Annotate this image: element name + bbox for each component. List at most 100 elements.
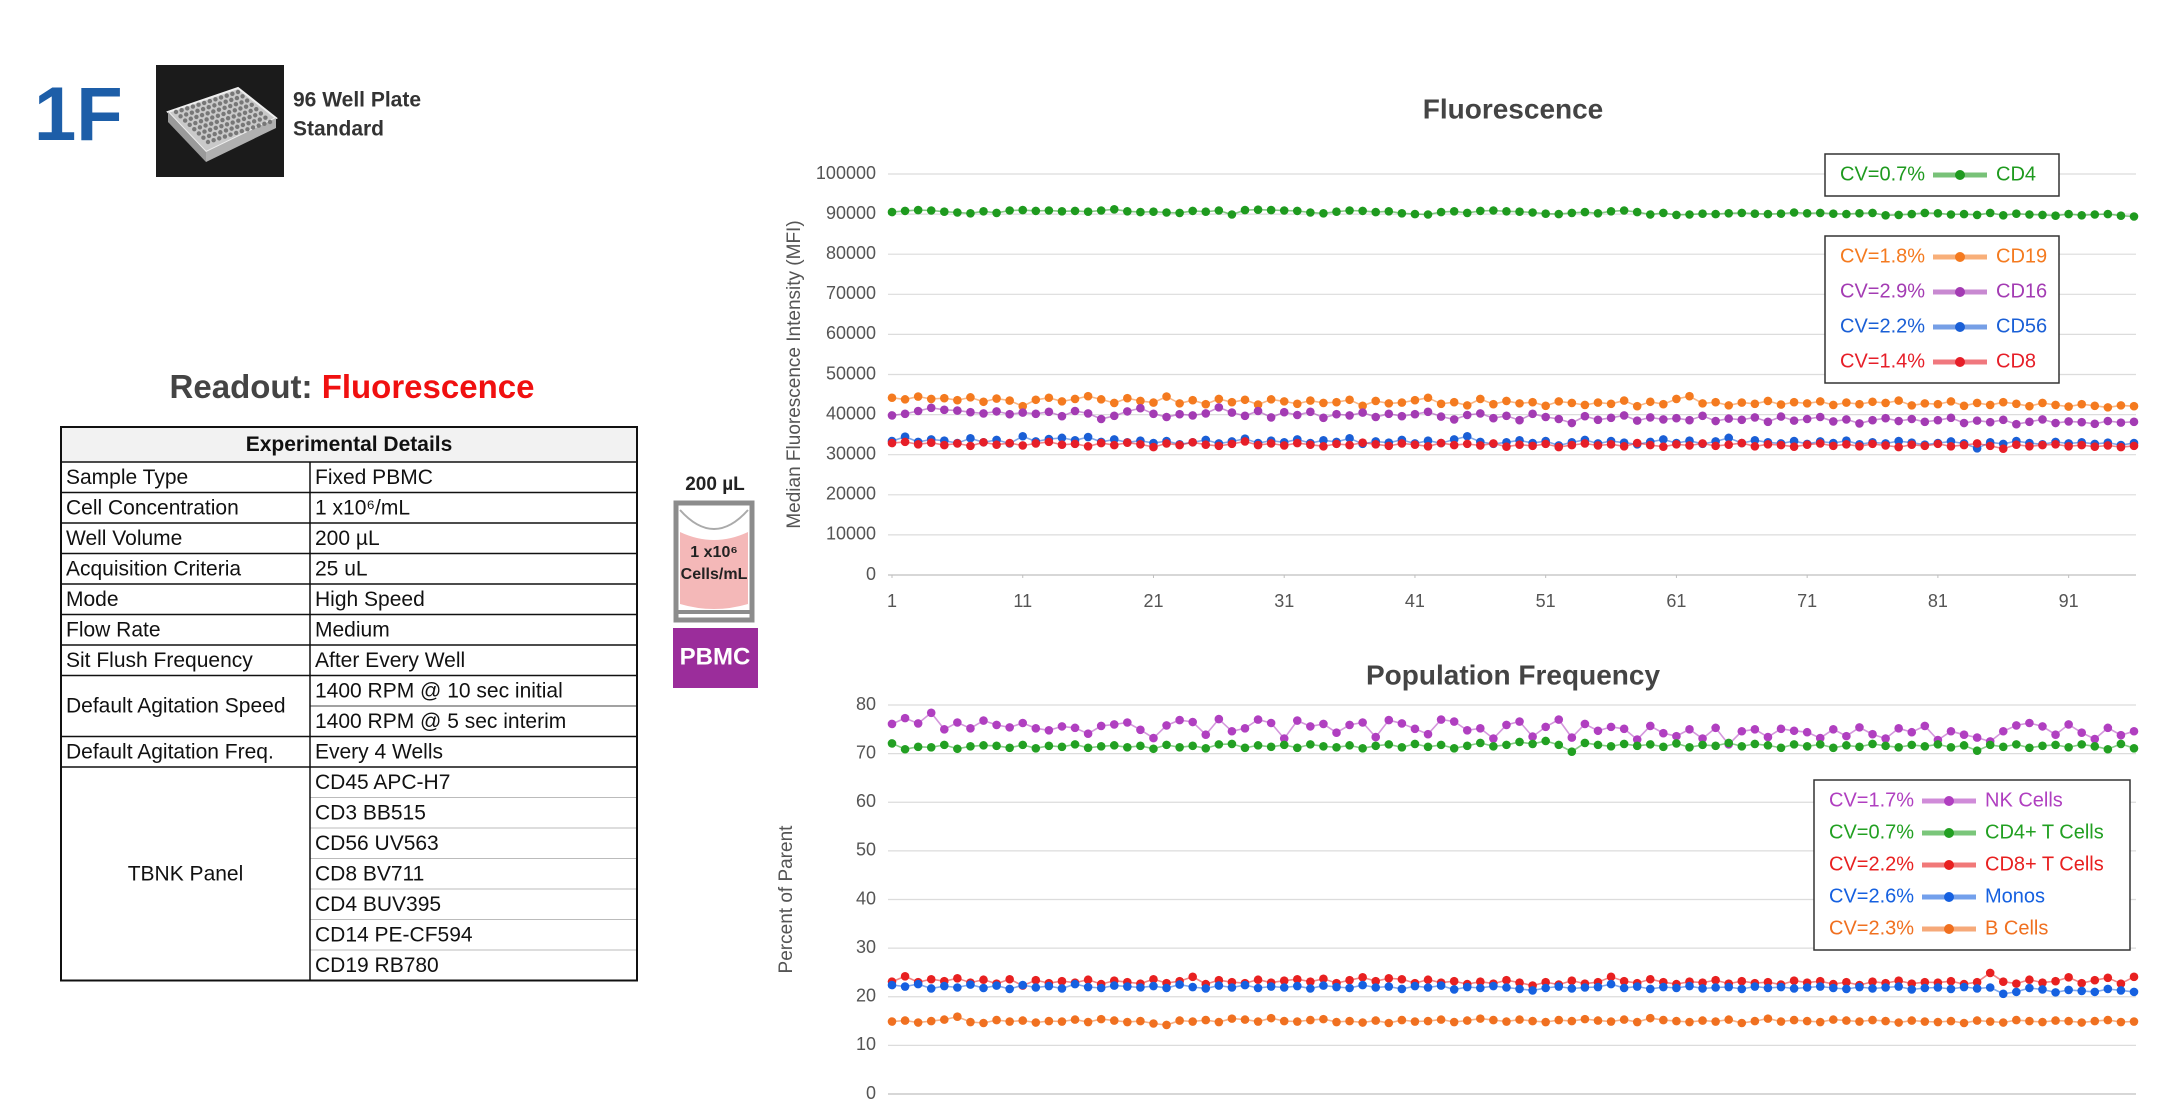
data-point <box>1319 742 1328 751</box>
data-point <box>940 741 949 750</box>
data-point <box>1816 209 1825 218</box>
legend-label: CD56 <box>1996 315 2047 337</box>
data-point <box>1594 209 1603 218</box>
data-point <box>1058 207 1067 216</box>
data-point <box>1385 409 1394 418</box>
data-point <box>1241 724 1250 733</box>
well <box>257 123 261 127</box>
data-point <box>1554 210 1563 219</box>
data-point <box>1646 975 1655 984</box>
data-point <box>2077 211 2086 220</box>
data-point <box>1999 398 2008 407</box>
data-point <box>1685 725 1694 734</box>
data-point <box>1541 209 1550 218</box>
data-point <box>1568 209 1577 218</box>
data-point <box>914 440 923 449</box>
data-point <box>1737 398 1746 407</box>
data-point <box>888 208 897 217</box>
data-point <box>1737 416 1746 425</box>
data-point <box>1737 209 1746 218</box>
data-point <box>1005 1017 1014 1026</box>
data-point <box>1960 210 1969 219</box>
data-point <box>901 972 910 981</box>
data-point <box>1162 741 1171 750</box>
data-point <box>1698 1016 1707 1025</box>
data-point <box>1594 741 1603 750</box>
data-point <box>1881 441 1890 450</box>
data-point <box>2038 742 2047 751</box>
data-point <box>1319 442 1328 451</box>
data-point <box>1581 208 1590 217</box>
data-point <box>1437 715 1446 724</box>
data-point <box>2077 979 2086 988</box>
well <box>200 113 204 117</box>
data-point <box>1764 440 1773 449</box>
data-point <box>1803 415 1812 424</box>
legend-dot <box>1955 252 1965 262</box>
data-point <box>1201 207 1210 216</box>
data-point <box>1319 414 1328 423</box>
data-point <box>1751 982 1760 991</box>
data-point <box>1450 415 1459 424</box>
y-tick-label: 0 <box>866 1083 876 1103</box>
well <box>247 115 251 119</box>
chart-title: Population Frequency <box>1366 659 1660 690</box>
well <box>192 127 196 131</box>
legend-cv: CV=1.4% <box>1840 350 1925 372</box>
data-point <box>1881 1017 1890 1026</box>
data-point <box>1450 441 1459 450</box>
data-point <box>1934 400 1943 409</box>
data-point <box>1175 410 1184 419</box>
data-point <box>2090 742 2099 751</box>
data-point <box>1724 440 1733 449</box>
data-point <box>1764 418 1773 427</box>
data-point <box>1424 442 1433 451</box>
well <box>193 121 197 125</box>
data-point <box>1358 207 1367 216</box>
x-tick-label: 51 <box>1536 591 1556 611</box>
data-point <box>2038 985 2047 994</box>
well <box>226 116 230 120</box>
data-point <box>1986 418 1995 427</box>
well <box>222 106 226 110</box>
data-point <box>1084 1018 1093 1027</box>
data-point <box>1097 206 1106 215</box>
data-point <box>1371 1016 1380 1025</box>
data-point <box>2130 988 2139 997</box>
well <box>236 90 240 94</box>
data-point <box>1790 726 1799 735</box>
data-point <box>1960 419 1969 428</box>
table-value: 1400 RPM @ 5 sec interim <box>315 710 566 733</box>
data-point <box>1581 412 1590 421</box>
data-point <box>914 206 923 215</box>
table-value: CD3 BB515 <box>315 801 426 824</box>
table-label: Flow Rate <box>66 618 161 641</box>
data-point <box>1358 1018 1367 1027</box>
well <box>242 117 246 121</box>
data-point <box>1607 980 1616 989</box>
legend-label: CD4+ T Cells <box>1985 821 2104 843</box>
data-point <box>1398 975 1407 984</box>
data-point <box>1097 415 1106 424</box>
data-point <box>1450 717 1459 726</box>
data-point <box>1541 723 1550 732</box>
y-tick-label: 40000 <box>826 403 876 423</box>
data-point <box>1411 440 1420 449</box>
data-point <box>2064 442 2073 451</box>
data-point <box>1280 441 1289 450</box>
data-point <box>1123 394 1132 403</box>
x-tick-label: 21 <box>1143 591 1163 611</box>
data-point <box>1711 417 1720 426</box>
data-point <box>953 406 962 415</box>
data-point <box>1894 724 1903 733</box>
data-point <box>1868 440 1877 449</box>
data-point <box>1855 723 1864 732</box>
data-point <box>1110 441 1119 450</box>
well <box>254 107 258 111</box>
data-point <box>1058 1017 1067 1026</box>
data-point <box>1829 401 1838 410</box>
data-point <box>1711 983 1720 992</box>
well <box>259 111 263 115</box>
data-point <box>1123 718 1132 727</box>
